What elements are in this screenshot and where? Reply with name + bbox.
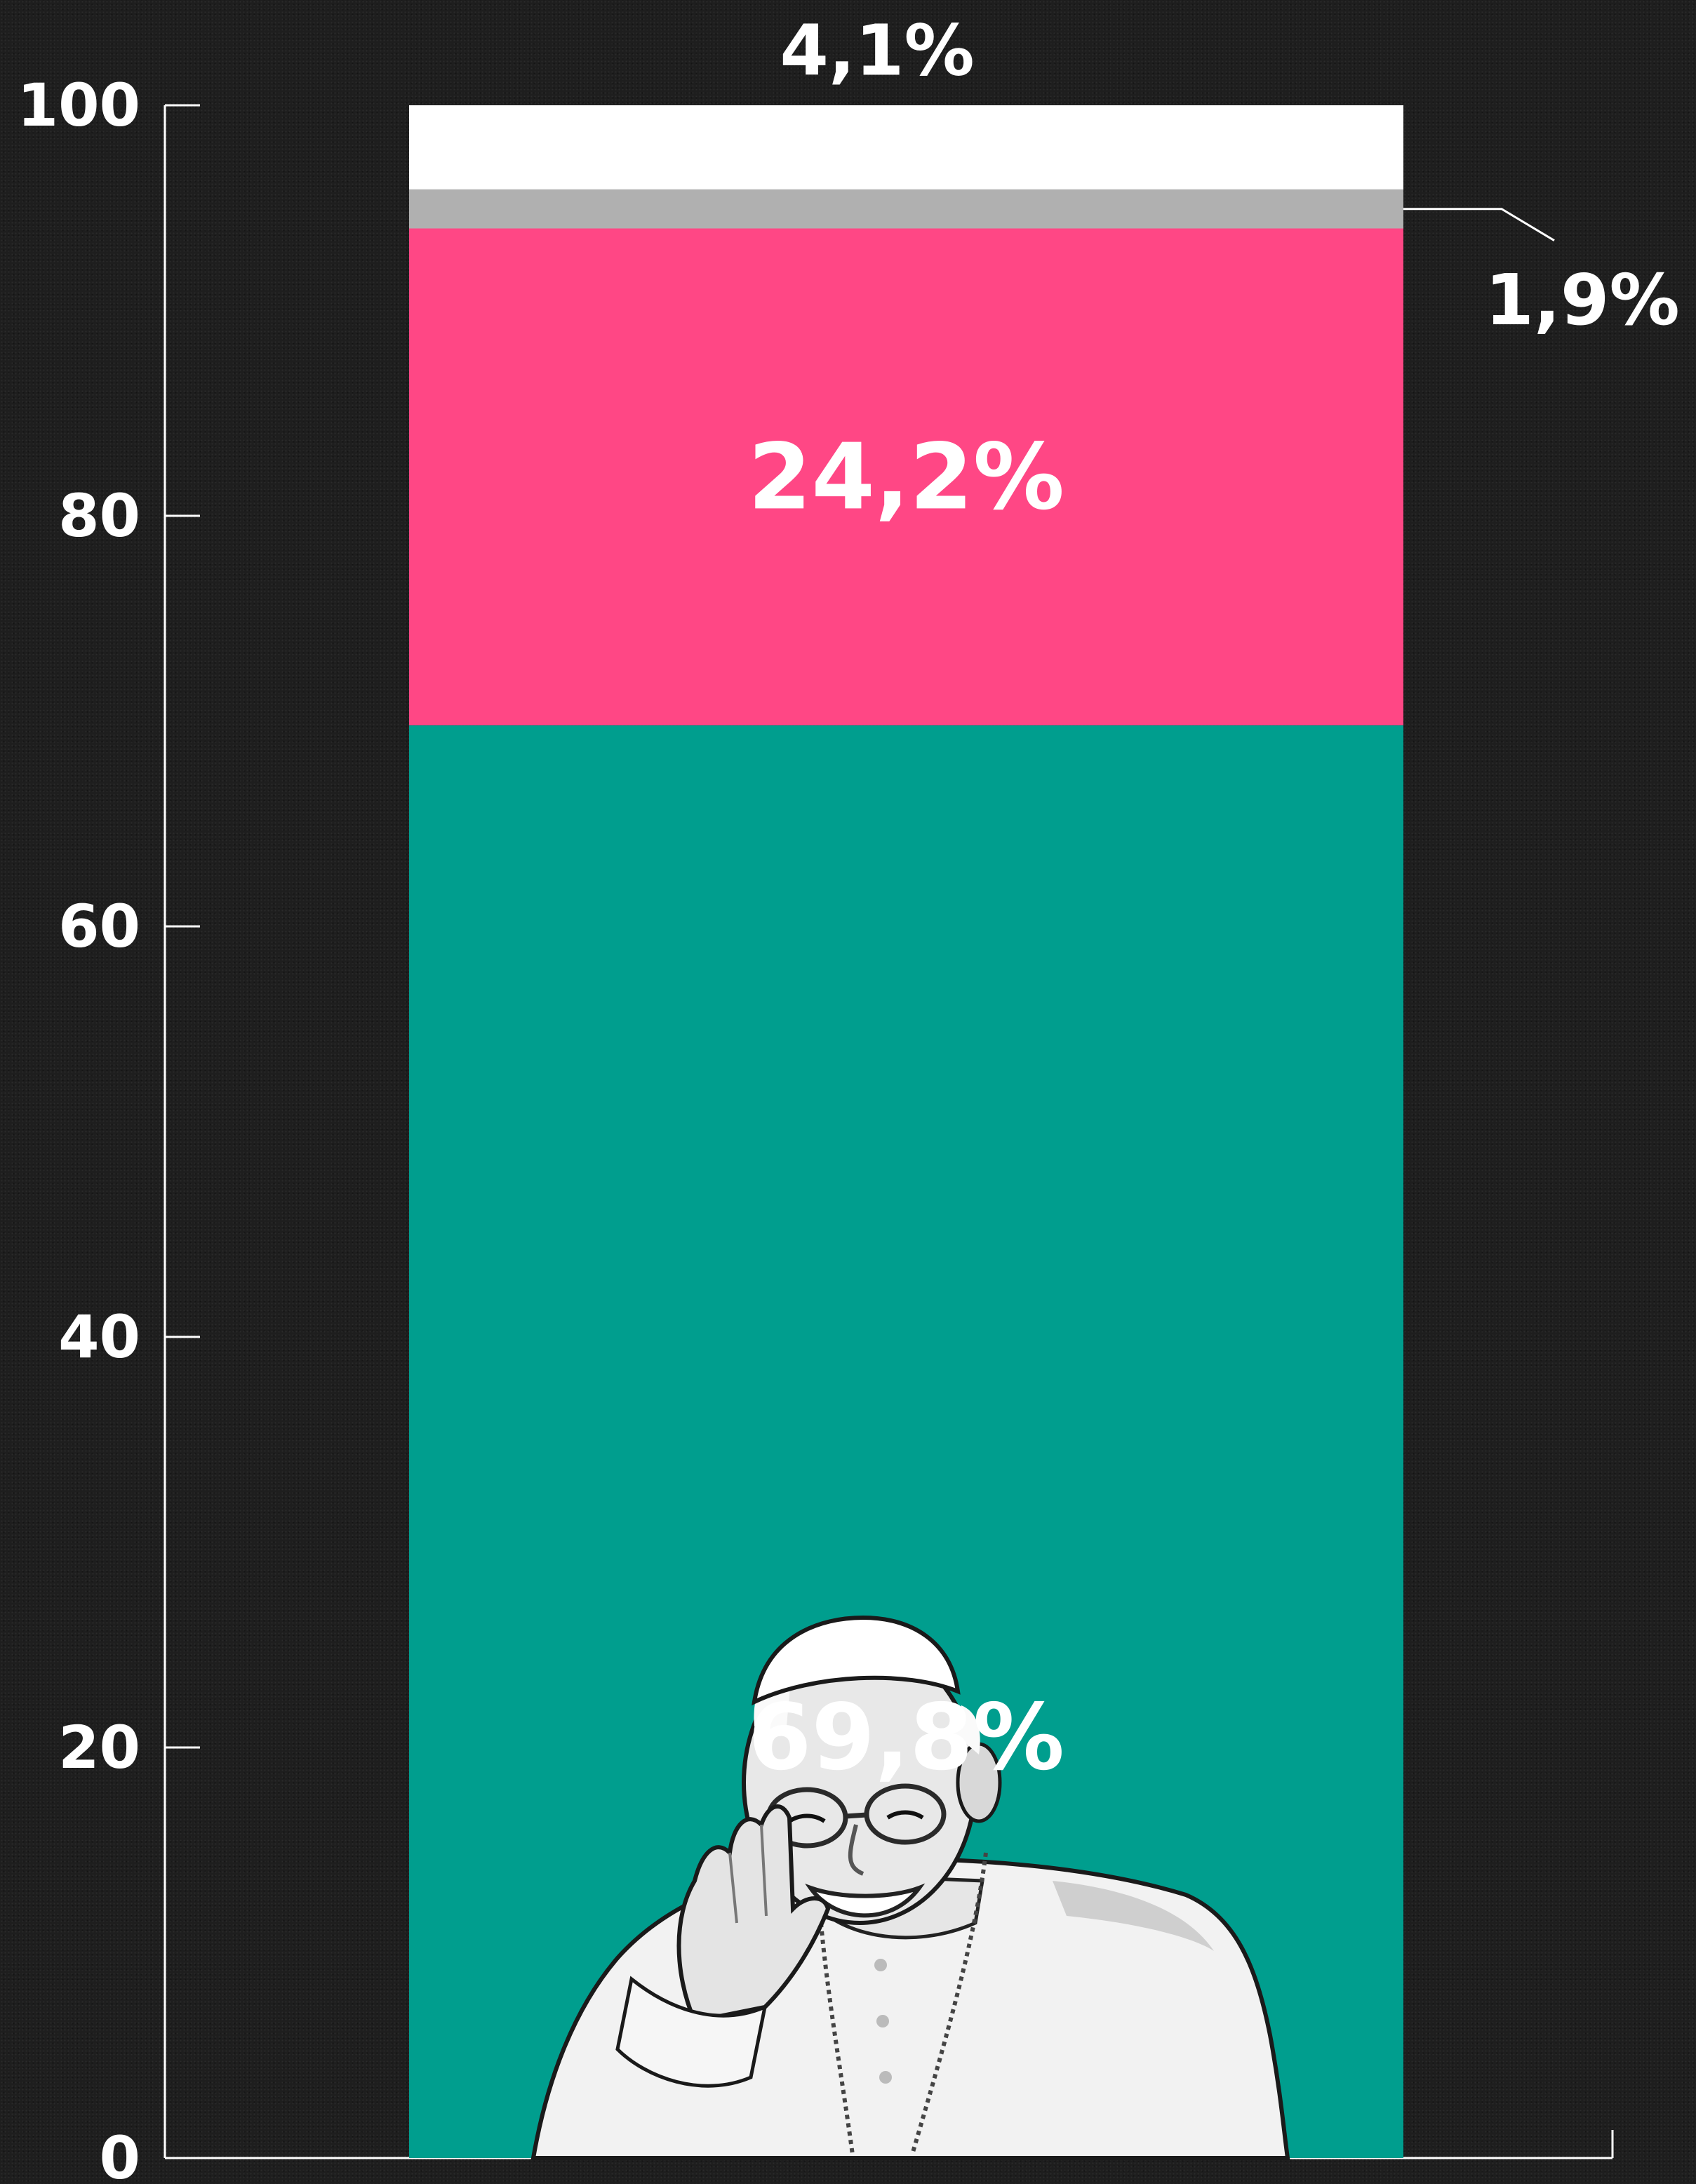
segment-label-2: 1,9% bbox=[1485, 259, 1679, 341]
segment-label-3: 4,1% bbox=[780, 10, 974, 92]
y-tick-label: 100 bbox=[18, 71, 140, 140]
segment-label-0: 69,8% bbox=[748, 1684, 1064, 1790]
y-tick-label: 0 bbox=[100, 2124, 140, 2184]
segment-labels: 69,8% 24,2% 1,9% 4,1% bbox=[748, 10, 1680, 1791]
y-tick-label: 80 bbox=[58, 481, 140, 550]
leader-line bbox=[1403, 208, 1555, 241]
bar-segment-3 bbox=[409, 105, 1403, 189]
waving-person-photo bbox=[530, 1615, 1290, 2160]
y-tick-label: 60 bbox=[58, 892, 140, 961]
y-axis: 0 20 40 60 80 100 bbox=[18, 71, 1614, 2184]
bar-segment-1 bbox=[409, 228, 1403, 726]
y-tick-label: 40 bbox=[58, 1303, 140, 1371]
segment-label-1: 24,2% bbox=[748, 423, 1064, 530]
y-tick-label: 20 bbox=[58, 1713, 140, 1782]
bar-segment-2 bbox=[409, 189, 1403, 229]
